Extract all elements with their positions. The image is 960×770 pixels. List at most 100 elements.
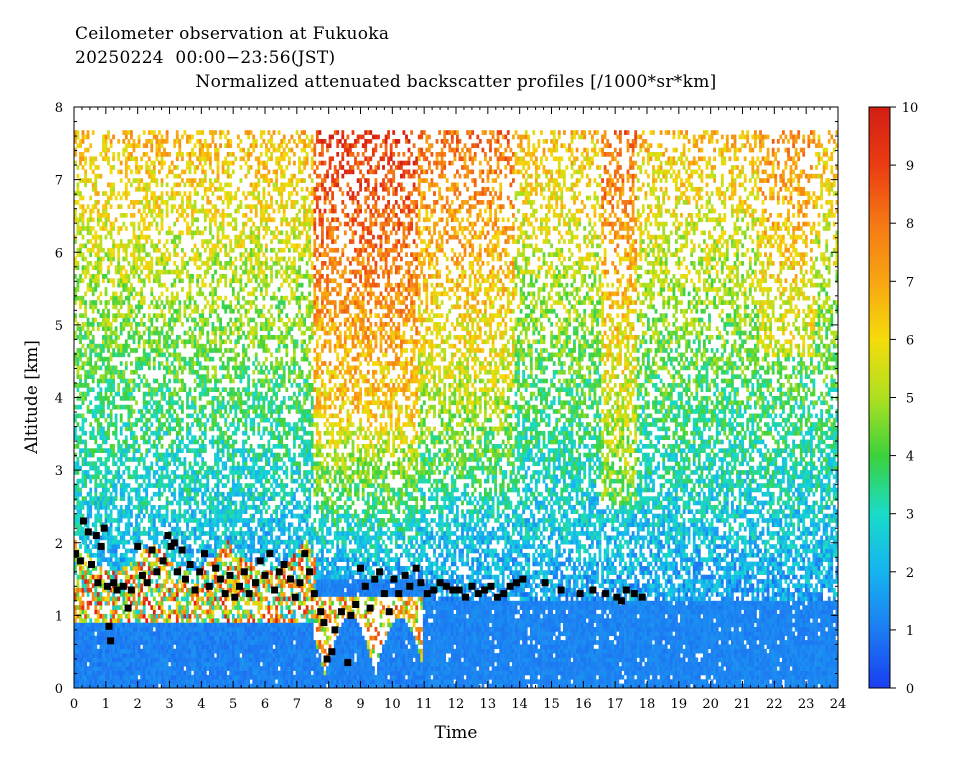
- heatmap-cell: [211, 531, 215, 536]
- heatmap-cell: [96, 343, 100, 349]
- heatmap-cell: [188, 666, 192, 671]
- heatmap-cell: [102, 487, 105, 493]
- heatmap-cell: [214, 130, 217, 135]
- heatmap-cell: [152, 513, 156, 519]
- heatmap-cell: [163, 552, 166, 558]
- heatmap-cell: [155, 278, 159, 284]
- heatmap-cell: [198, 265, 202, 270]
- heatmap-cell: [135, 435, 138, 440]
- heatmap-cell: [114, 561, 118, 567]
- heatmap-cell: [229, 422, 233, 427]
- heatmap-cell: [135, 243, 138, 249]
- heatmap-cell: [117, 644, 121, 650]
- heatmap-cell: [74, 618, 77, 623]
- heatmap-cell: [173, 365, 177, 371]
- heatmap-cell: [145, 505, 149, 510]
- heatmap-cell: [181, 383, 184, 388]
- heatmap-cell: [198, 378, 202, 384]
- heatmap-cell: [96, 221, 100, 227]
- heatmap-cell: [152, 409, 156, 414]
- heatmap-cell: [237, 653, 240, 658]
- heatmap-cell: [96, 457, 100, 462]
- heatmap-cell: [130, 213, 133, 218]
- heatmap-cell: [231, 566, 235, 571]
- heatmap-cell: [122, 557, 126, 562]
- heatmap-cell: [193, 217, 197, 223]
- heatmap-cell: [119, 178, 123, 183]
- heatmap-cell: [221, 666, 225, 671]
- heatmap-cell: [221, 234, 225, 240]
- heatmap-cell: [188, 230, 192, 236]
- heatmap-cell: [219, 426, 222, 432]
- heatmap-cell: [221, 679, 225, 684]
- heatmap-cell: [168, 644, 171, 650]
- heatmap-cell: [76, 387, 80, 392]
- heatmap-cell: [142, 422, 146, 427]
- heatmap-cell: [160, 657, 164, 663]
- heatmap-cell: [122, 539, 126, 545]
- heatmap-cell: [170, 313, 174, 318]
- heatmap-cell: [163, 413, 166, 419]
- heatmap-cell: [127, 322, 131, 327]
- heatmap-cell: [191, 657, 194, 663]
- heatmap-cell: [163, 653, 166, 658]
- heatmap-cell: [173, 369, 177, 375]
- heatmap-cell: [76, 165, 80, 170]
- heatmap-cell: [206, 208, 210, 214]
- heatmap-cell: [203, 622, 207, 628]
- heatmap-cell: [150, 213, 154, 218]
- heatmap-cell: [219, 627, 222, 632]
- heatmap-cell: [79, 300, 82, 305]
- heatmap-cell: [216, 147, 220, 153]
- heatmap-cell: [231, 404, 235, 410]
- heatmap-cell: [132, 683, 136, 688]
- heatmap-cell: [219, 226, 222, 231]
- heatmap-cell: [196, 631, 199, 637]
- heatmap-cell: [76, 592, 80, 597]
- heatmap-cell: [124, 513, 128, 519]
- heatmap-cell: [150, 561, 154, 567]
- heatmap-cell: [89, 627, 93, 632]
- heatmap-cell: [231, 348, 235, 353]
- heatmap-cell: [196, 369, 199, 375]
- heatmap-cell: [211, 356, 215, 362]
- heatmap-cell: [109, 613, 113, 619]
- heatmap-cell: [163, 457, 166, 462]
- heatmap-cell: [135, 653, 138, 658]
- heatmap-cell: [84, 644, 87, 650]
- heatmap-cell: [155, 670, 159, 676]
- heatmap-cell: [206, 300, 210, 305]
- heatmap-cell: [221, 640, 225, 645]
- heatmap-cell: [109, 483, 113, 488]
- heatmap-cell: [158, 239, 161, 244]
- heatmap-cell: [226, 374, 230, 379]
- heatmap-cell: [170, 640, 174, 645]
- heatmap-cell: [109, 278, 113, 284]
- heatmap-cell: [214, 256, 217, 262]
- heatmap-cell: [186, 552, 189, 558]
- heatmap-cell: [216, 326, 220, 331]
- heatmap-cell: [74, 505, 77, 510]
- heatmap-cell: [201, 322, 205, 327]
- heatmap-cell: [147, 644, 151, 650]
- heatmap-cell: [107, 653, 110, 658]
- heatmap-cell: [117, 243, 121, 249]
- heatmap-cell: [140, 269, 143, 275]
- heatmap-cell: [226, 143, 230, 148]
- heatmap-cell: [150, 265, 154, 270]
- heatmap-cell: [165, 400, 169, 406]
- heatmap-cell: [168, 400, 171, 406]
- heatmap-cell: [109, 552, 113, 558]
- heatmap-cell: [196, 583, 199, 589]
- heatmap-cell: [224, 417, 228, 423]
- heatmap-cell: [155, 444, 159, 449]
- heatmap-cell: [175, 265, 179, 270]
- heatmap-cell: [183, 470, 187, 475]
- heatmap-cell: [216, 557, 220, 562]
- heatmap-cell: [188, 683, 192, 688]
- heatmap-cell: [152, 622, 156, 628]
- heatmap-cell: [209, 217, 212, 223]
- heatmap-cell: [186, 139, 189, 144]
- heatmap-cell: [158, 400, 161, 406]
- heatmap-cell: [96, 539, 100, 545]
